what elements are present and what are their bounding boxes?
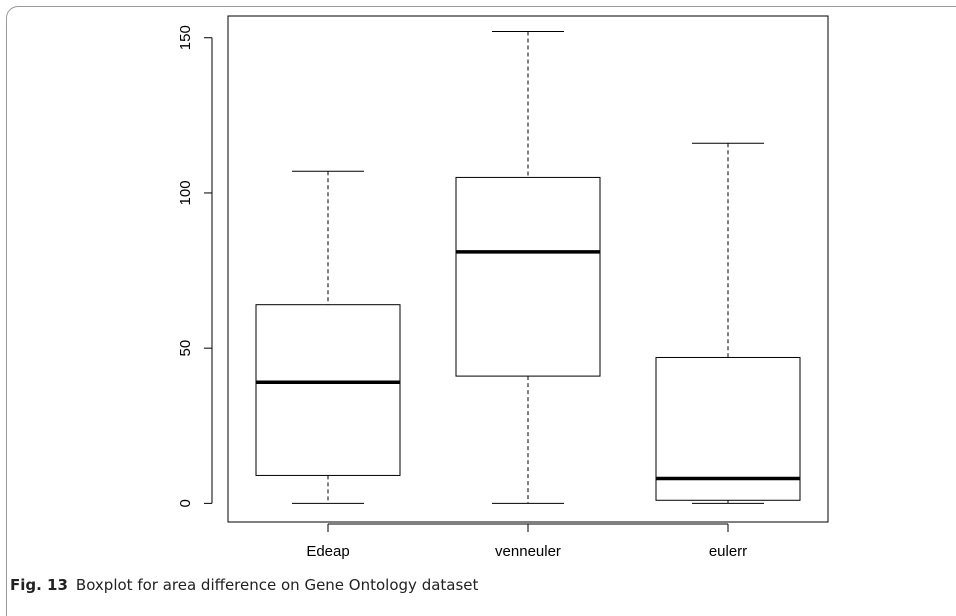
y-tick-label-100: 100 xyxy=(177,180,194,205)
y-tick-label-150: 150 xyxy=(177,25,194,50)
box-eulerr xyxy=(655,142,801,504)
iqr-box-venneuler xyxy=(455,176,601,377)
y-tick-label-50: 50 xyxy=(177,340,194,357)
figure-frame xyxy=(6,6,956,616)
x-axis: Edeap venneuler eulerr xyxy=(306,523,747,560)
iqr-box-eulerr xyxy=(655,356,801,501)
x-tick-label-Edeap: Edeap xyxy=(306,543,349,560)
box-Edeap xyxy=(255,170,401,504)
y-tick-label-0: 0 xyxy=(177,499,194,507)
plot-frame xyxy=(227,15,829,523)
x-tick-label-venneuler: venneuler xyxy=(495,543,561,560)
x-tick-label-eulerr: eulerr xyxy=(709,543,747,560)
figure-label: Fig. 13 xyxy=(10,576,68,594)
box-venneuler xyxy=(455,31,601,504)
iqr-box-Edeap xyxy=(255,304,401,476)
boxes xyxy=(255,31,801,504)
figure-caption-text: Boxplot for area difference on Gene Onto… xyxy=(75,576,479,594)
y-axis: 0 50 100 150 xyxy=(177,25,213,508)
figure-caption: Fig. 13 Boxplot for area difference on Ge… xyxy=(10,576,478,594)
